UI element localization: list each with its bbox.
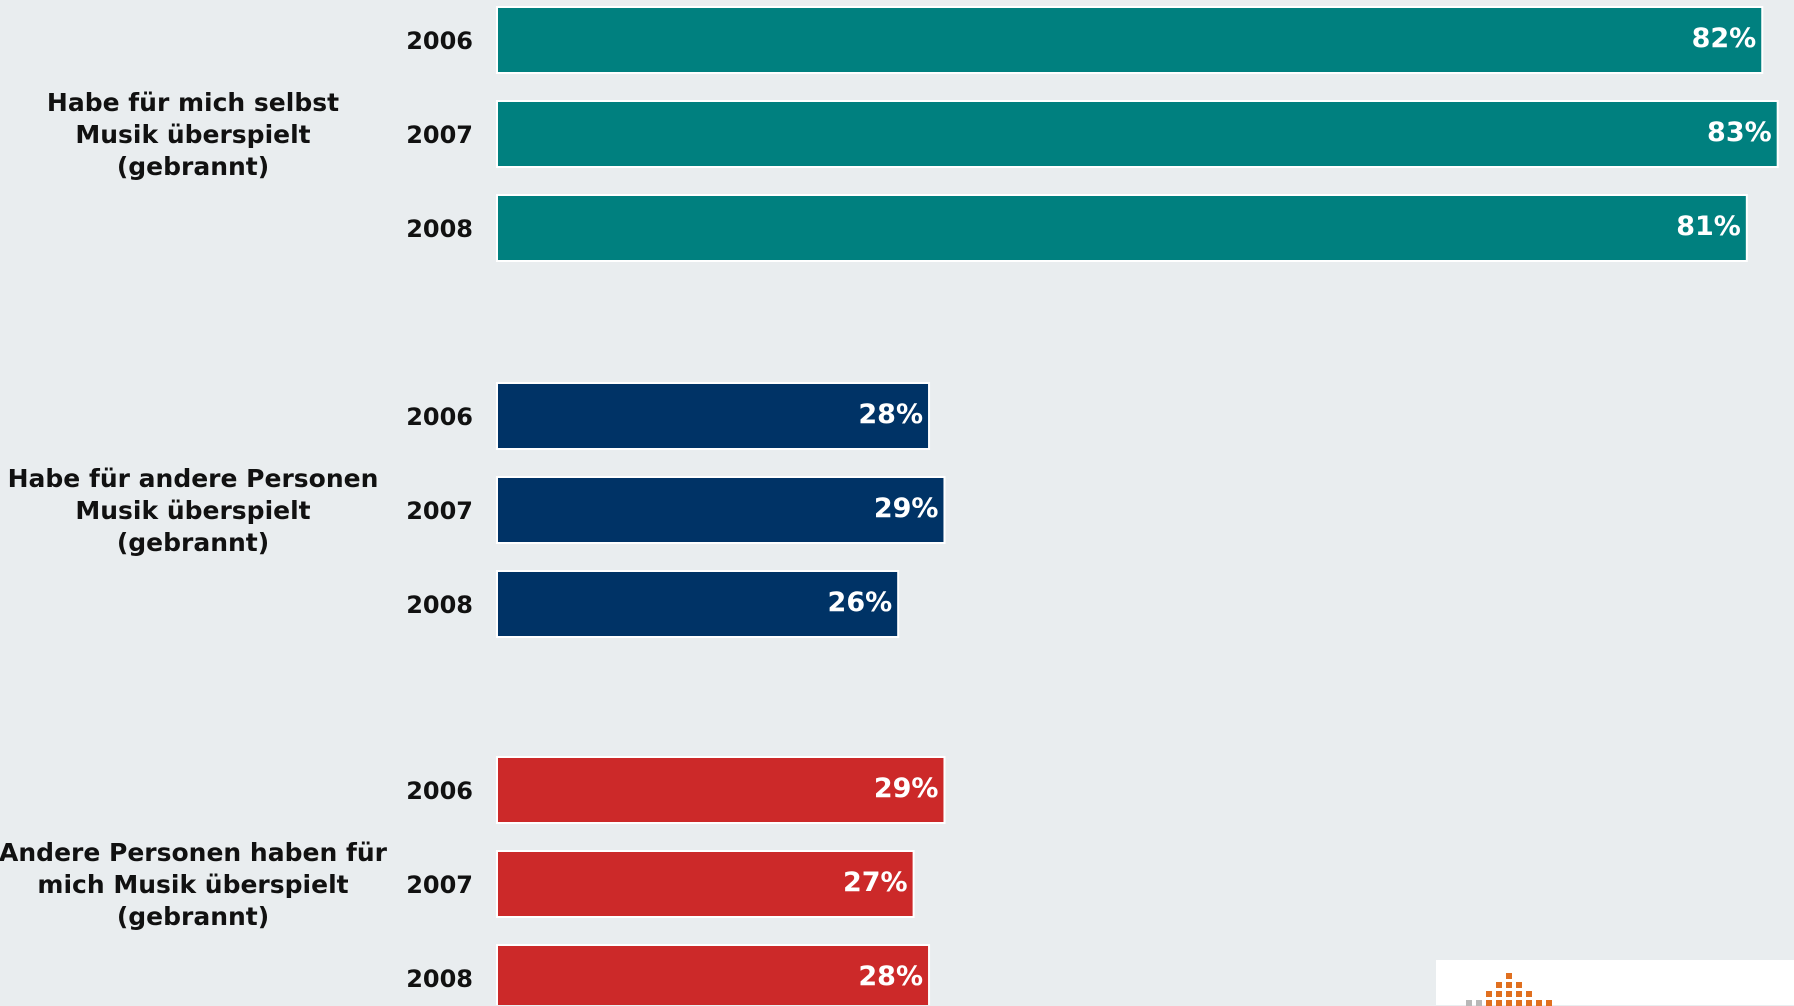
bar	[496, 570, 900, 638]
logo-dot	[1516, 982, 1522, 988]
logo-dot	[1526, 991, 1532, 997]
bar-value-label: 29%	[874, 493, 939, 524]
year-tick-label: 2007	[406, 497, 473, 525]
logo	[1436, 960, 1794, 1006]
bar-value-label: 81%	[1676, 211, 1741, 242]
logo-dot	[1466, 1000, 1472, 1006]
bar	[496, 850, 915, 918]
year-tick-label: 2007	[406, 871, 473, 899]
logo-dot	[1496, 1000, 1502, 1006]
bar-value-label: 28%	[858, 961, 923, 992]
bar-value-label: 82%	[1692, 23, 1757, 54]
logo-dot	[1506, 982, 1512, 988]
logo-dot	[1496, 982, 1502, 988]
year-tick-label: 2006	[406, 27, 473, 55]
bar	[496, 476, 946, 544]
bar	[496, 756, 946, 824]
logo-dot	[1486, 1000, 1492, 1006]
logo-dot	[1516, 991, 1522, 997]
group-label-line: mich Musik überspielt	[37, 870, 348, 899]
year-tick-label: 2008	[406, 591, 473, 619]
year-tick-label: 2006	[406, 777, 473, 805]
logo-dot	[1476, 1000, 1482, 1006]
group-label-line: Habe für mich selbst	[47, 88, 339, 117]
bar	[496, 6, 1764, 74]
bar-value-label: 26%	[828, 587, 893, 618]
group-label-line: Musik überspielt	[75, 496, 310, 525]
bar-value-label: 29%	[874, 773, 939, 804]
bar-value-label: 27%	[843, 867, 908, 898]
logo-dot	[1486, 991, 1492, 997]
year-tick-label: 2008	[406, 965, 473, 993]
logo-dot	[1526, 1000, 1532, 1006]
logo-dot	[1506, 973, 1512, 979]
bar	[496, 382, 931, 450]
year-tick-label: 2008	[406, 215, 473, 243]
logo-dot	[1536, 1000, 1542, 1006]
group-label-line: Andere Personen haben für	[0, 838, 388, 867]
year-tick-label: 2006	[406, 403, 473, 431]
bar	[496, 944, 931, 1005]
logo-dot	[1546, 1000, 1552, 1006]
bar-value-label: 83%	[1707, 117, 1772, 148]
group-label-line: (gebrannt)	[117, 528, 269, 557]
year-tick-label: 2007	[406, 121, 473, 149]
logo-dot	[1516, 1000, 1522, 1006]
bar-value-label: 28%	[858, 399, 923, 430]
group-label-line: (gebrannt)	[117, 902, 269, 931]
bar	[496, 100, 1779, 168]
group-label-line: (gebrannt)	[117, 152, 269, 181]
logo-dot	[1506, 1000, 1512, 1006]
group-label-line: Musik überspielt	[75, 120, 310, 149]
bar	[496, 194, 1748, 262]
logo-dot	[1506, 991, 1512, 997]
logo-dot	[1496, 991, 1502, 997]
group-label-line: Habe für andere Personen	[8, 464, 379, 493]
